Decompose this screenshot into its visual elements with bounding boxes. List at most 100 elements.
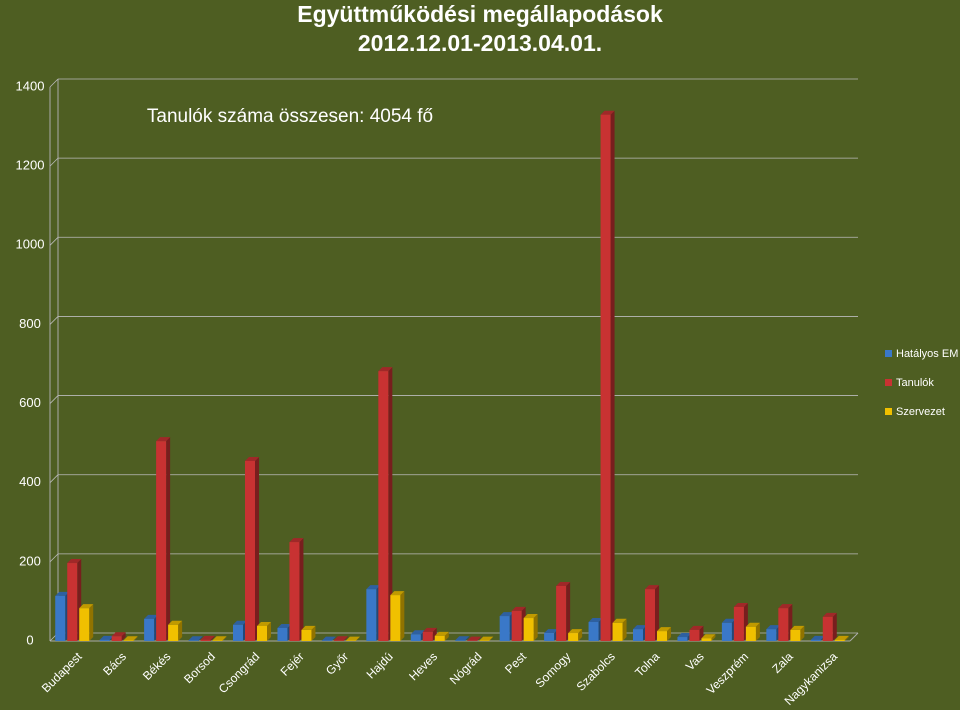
bar-side [198,636,203,641]
bar [289,542,300,641]
bar-side [465,636,470,641]
bar-top [677,633,692,638]
bar-top [289,538,304,543]
bar-top [257,621,271,626]
bar-top [245,456,259,461]
bar [123,640,134,641]
bar-top [568,629,583,634]
bar-side [343,636,348,641]
bar-top [544,629,559,634]
bar [410,634,421,641]
bar [390,595,401,641]
bar [301,629,312,641]
chart-title: Együttműködési megállapodások [297,1,663,27]
bar-top [467,636,482,641]
bar-top [333,636,348,641]
bar [588,622,599,641]
bar [822,616,833,641]
bar [245,460,255,641]
y-tick-label: 1000 [16,237,45,252]
bar-top [144,614,159,619]
bar-top [378,367,393,372]
bar-side [800,625,805,641]
bar [677,637,688,641]
bar-side [400,591,405,641]
bar-top [588,618,603,623]
bar-top [523,614,538,619]
grid-line [49,316,59,325]
bar [790,629,801,641]
bar [168,624,179,641]
legend-label: Tanulók [896,377,934,389]
bar-top [321,636,336,641]
bar-top [499,612,514,617]
bar [378,371,389,641]
bar-top [123,636,138,641]
bar-side [210,635,215,641]
bar-top [79,604,94,609]
bar [156,441,167,641]
y-tick-label: 800 [19,316,41,331]
bar [434,635,445,641]
bar [834,639,845,641]
bar [257,625,267,641]
bar-top [390,591,405,596]
chart-subtitle: 2012.12.01-2013.04.01. [358,30,602,56]
bar-top [778,604,793,609]
bar [556,585,567,641]
bar [544,633,555,641]
bar-top [212,636,227,641]
legend-swatch [885,350,892,357]
bar [455,640,466,641]
bar [745,626,756,641]
bar [366,589,377,641]
bar-top [67,559,82,564]
bar-side [832,612,837,641]
y-tick-label: 600 [19,395,41,410]
bar-side [566,581,571,641]
bar [657,631,667,641]
bar-top [111,632,126,637]
bar-side [299,538,304,641]
bar-top [345,636,360,641]
bar [212,640,223,641]
bar [144,618,155,641]
bar [55,595,66,641]
bar-top [790,625,805,630]
grid-line [49,474,59,483]
bar-top [422,627,437,632]
bar [233,624,243,641]
bar-top [822,612,837,617]
bar [810,639,821,641]
grid-line [49,157,59,167]
bar-side [311,625,316,641]
bar-side [355,636,360,641]
bar-top [156,437,171,442]
bar [645,589,655,641]
bar-top [600,110,615,115]
bar [99,639,110,641]
bar [766,629,777,641]
bar-top [200,635,215,640]
bar-side [477,636,482,641]
bar-side [255,456,259,641]
bar [600,114,611,641]
bar [111,636,122,641]
bar [333,640,344,641]
bar-side [655,585,659,641]
legend-label: Szervezet [896,406,945,418]
bar [612,622,623,641]
bar-side [610,110,615,641]
y-tick-label: 1400 [16,78,45,93]
bar-top [766,625,781,630]
bar [733,606,744,641]
bar-top [633,625,647,630]
bar-side [178,620,183,641]
legend-label: Hatályos EM [896,348,958,360]
bar [511,610,522,641]
bar-top [733,602,748,607]
bar [67,563,78,641]
bar [633,629,643,641]
